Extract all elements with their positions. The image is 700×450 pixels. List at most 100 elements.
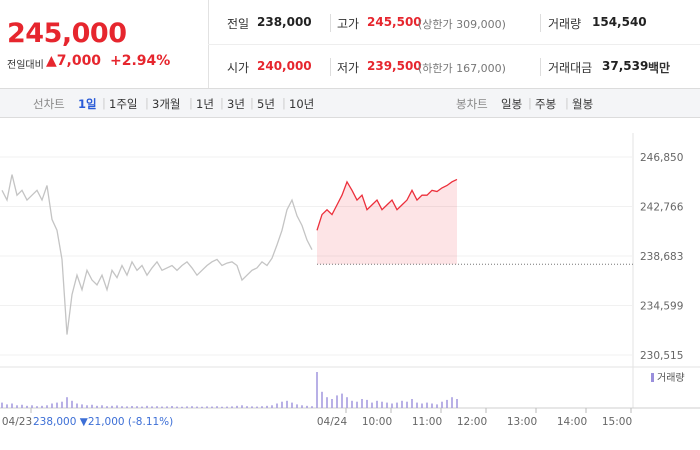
volume-bar [381, 401, 383, 408]
volume-bar [246, 406, 248, 408]
volume-bar [426, 402, 428, 408]
volume-bar [336, 395, 338, 408]
volume-bar [201, 406, 203, 408]
volume-bar [16, 405, 18, 408]
legend-label: 거래량 [657, 372, 685, 384]
candle-tab[interactable]: 일봉 [501, 97, 523, 111]
volume-bar [416, 402, 418, 408]
volume-bar [306, 405, 308, 408]
divider [330, 58, 331, 76]
volume-bar [66, 397, 68, 408]
range-tab[interactable]: 1일 [78, 97, 97, 111]
volume-bar [176, 406, 178, 408]
volume-bar [121, 406, 123, 408]
x-tick-label: 12:00 [457, 416, 487, 428]
range-tab[interactable]: 10년 [289, 97, 315, 111]
stat-note: (상한가 309,000) [418, 18, 506, 31]
range-tab[interactable]: 1주일 [109, 97, 138, 111]
volume-bar [406, 401, 408, 408]
volume-bar [456, 399, 458, 408]
volume-bar [86, 405, 88, 408]
volume-bar [346, 397, 348, 408]
volume-bar [421, 403, 423, 408]
volume-bar [271, 405, 273, 408]
tab-separator: | [220, 96, 224, 110]
price-line [316, 178, 458, 231]
volume-bar [166, 406, 168, 408]
chart: 230,515 234,599 238,683 242,766 246,850 04/23… [0, 133, 700, 428]
volume-bar [41, 405, 43, 408]
range-tab[interactable]: 5년 [257, 97, 275, 111]
stat-value: 238,000 [257, 15, 312, 29]
x-tick-label: 15:00 [602, 416, 632, 428]
volume-bar [101, 405, 103, 408]
volume-bar [296, 404, 298, 408]
range-tab[interactable]: 3개월 [152, 97, 181, 111]
stat-label: 거래량 [548, 17, 582, 31]
volume-bar [191, 406, 193, 408]
x-tick-label: 13:00 [507, 416, 537, 428]
candle-tab[interactable]: 주봉 [535, 97, 557, 111]
volume-bar [451, 397, 453, 408]
volume-bar [186, 406, 188, 408]
volume-bar [126, 406, 128, 408]
volume-bar [21, 404, 23, 408]
tab-separator: | [102, 96, 106, 110]
x-tick-label: 14:00 [557, 416, 587, 428]
volume-bar [386, 402, 388, 408]
volume-bar [326, 397, 328, 408]
volume-bar [351, 400, 353, 408]
stat-label: 저가 [337, 61, 360, 75]
prev-day-note: 238,000 ▼21,000 (-8.11%) [33, 416, 173, 428]
volume-bar [276, 403, 278, 408]
range-tab[interactable]: 1년 [196, 97, 214, 111]
change: ▲7,000 [46, 53, 102, 69]
stat-label: 전일 [227, 17, 250, 31]
stat-value: 239,500 [367, 59, 422, 73]
volume-bar [376, 400, 378, 408]
volume-bar [206, 406, 208, 408]
change-pct: +2.94% [110, 53, 171, 69]
tab-group-label: 선차트 [33, 97, 65, 111]
volume-bar [311, 406, 313, 408]
stat-label: 시가 [227, 61, 250, 75]
y-tick-label: 238,683 [640, 251, 683, 263]
volume-bar [91, 404, 93, 408]
volume-bar [411, 399, 413, 408]
x-tick-label: 10:00 [362, 416, 392, 428]
area [317, 179, 457, 265]
tab-separator: | [145, 96, 149, 110]
volume-bar [316, 372, 318, 408]
volume-bar [446, 399, 448, 408]
volume-bar [131, 406, 133, 408]
volume-bar [111, 405, 113, 408]
tab-separator: | [565, 96, 569, 110]
volume-bar [341, 393, 343, 408]
legend-swatch [651, 373, 654, 382]
candle-tab[interactable]: 월봉 [572, 97, 594, 111]
tab-group-label: 봉차트 [456, 97, 488, 111]
volume-bar [301, 405, 303, 408]
y-tick-label: 230,515 [640, 350, 683, 362]
volume-bar [261, 406, 263, 408]
volume-bar [141, 406, 143, 408]
volume-bar [366, 399, 368, 408]
volume-bar [361, 399, 363, 408]
volume-bar [51, 403, 53, 408]
tab-separator: | [282, 96, 286, 110]
range-tab[interactable]: 3년 [227, 97, 245, 111]
volume-bar [76, 403, 78, 408]
volume-bar [106, 406, 108, 408]
volume-bar [266, 405, 268, 408]
volume-bar [231, 406, 233, 408]
volume-bar [321, 391, 323, 408]
volume-bar [221, 406, 223, 408]
volume-bar [61, 401, 63, 408]
tab-separator: | [528, 96, 532, 110]
volume-bar [181, 406, 183, 408]
stat-unit: 백만 [648, 61, 671, 75]
divider [208, 44, 700, 45]
volume-bar [286, 400, 288, 408]
volume-bar [171, 406, 173, 408]
volume-bar [6, 404, 8, 408]
